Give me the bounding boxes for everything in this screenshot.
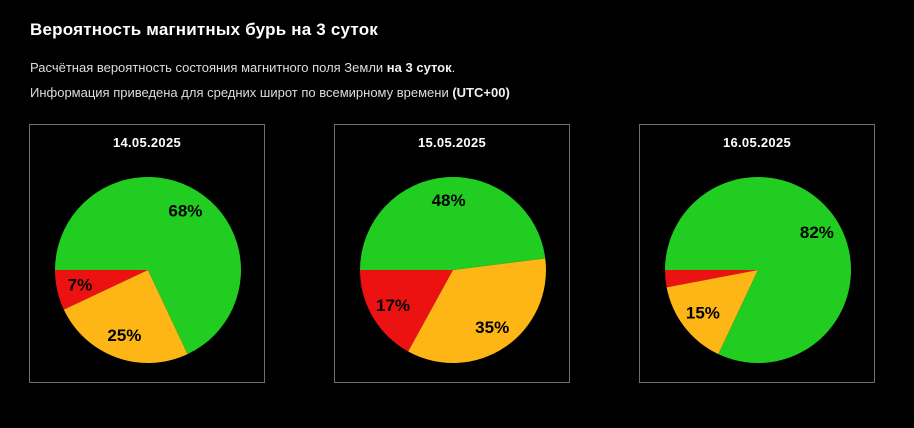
slice-label-green: 82% bbox=[800, 223, 834, 242]
slice-label-green: 48% bbox=[432, 191, 466, 210]
pie-slice-orange bbox=[666, 270, 758, 355]
slice-label-orange: 35% bbox=[475, 318, 509, 337]
pie-chart-day2: 17% 35% 48% bbox=[360, 176, 547, 364]
pie-slice-orange bbox=[63, 270, 188, 364]
subtitle-line-2: Информация приведена для средних широт п… bbox=[30, 85, 914, 101]
slice-label-red: 17% bbox=[376, 296, 410, 315]
slice-label-red: 7% bbox=[68, 276, 93, 295]
slice-label-orange: 15% bbox=[686, 303, 720, 322]
page-title: Вероятность магнитных бурь на 3 суток bbox=[30, 20, 378, 39]
subtitle-1-bold: на 3 суток bbox=[386, 60, 452, 75]
slice-label-orange: 25% bbox=[107, 326, 141, 345]
subtitle-2-bold: (UTC+00) bbox=[452, 85, 510, 100]
pie-slice-green bbox=[360, 176, 546, 270]
pie-slice-green bbox=[665, 177, 851, 364]
pie-slice-green bbox=[55, 177, 241, 355]
chart-panel-day1: 7% 25% 68% 14.05.2025 bbox=[29, 124, 265, 383]
chart-date-day1: 14.05.2025 bbox=[112, 135, 182, 150]
chart-panel-day3: 15% 82% 16.05.2025 bbox=[639, 124, 875, 383]
subtitle-1-suffix: . bbox=[451, 60, 456, 75]
header: Вероятность магнитных бурь на 3 суток Ра… bbox=[0, 0, 914, 101]
pie-slice-red bbox=[55, 270, 148, 310]
pie-chart-day3: 15% 82% bbox=[665, 177, 851, 364]
chart-panel-day2: 17% 35% 48% 15.05.2025 bbox=[334, 124, 570, 383]
pie-chart-day1: 7% 25% 68% bbox=[55, 177, 241, 364]
pie-slice-red bbox=[665, 270, 758, 288]
chart-date-day2: 15.05.2025 bbox=[417, 135, 487, 150]
subtitle-line-1: Расчётная вероятность состояния магнитно… bbox=[30, 60, 914, 76]
subtitle-2-text: Информация приведена для средних широт п… bbox=[30, 85, 453, 100]
pie-slice-red bbox=[360, 270, 453, 352]
slice-label-green: 68% bbox=[168, 202, 202, 221]
pie-slice-orange bbox=[408, 258, 547, 364]
subtitle-1-text: Расчётная вероятность состояния магнитно… bbox=[30, 60, 387, 75]
chart-date-day3: 16.05.2025 bbox=[722, 135, 792, 150]
charts-row: 7% 25% 68% 14.05.2025 17% 35% 48% 15.05.2025… bbox=[29, 124, 914, 383]
